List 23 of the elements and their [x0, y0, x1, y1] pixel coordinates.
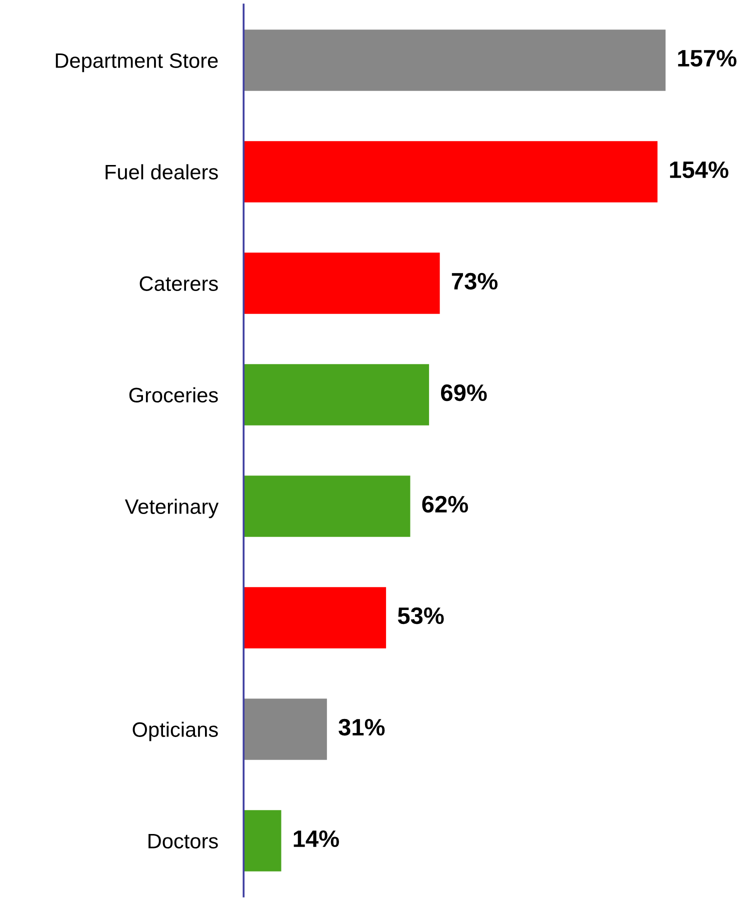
bar: [244, 698, 327, 760]
data-label: 53%: [398, 607, 444, 624]
bar: [244, 587, 386, 648]
y-tick-label: Opticians: [132, 722, 218, 742]
data-label: 69%: [441, 384, 487, 402]
bar: [244, 252, 440, 314]
y-tick-label: Caterers: [140, 276, 218, 292]
y-tick-label: Doctors: [148, 834, 218, 848]
bar: [244, 141, 658, 202]
bar: [244, 364, 430, 426]
y-tick-label: Fuel dealers: [106, 164, 218, 180]
bar: [244, 30, 666, 91]
y-tick-label: Department Store: [56, 53, 218, 72]
data-label: 62%: [422, 496, 468, 513]
bar: [244, 476, 410, 537]
data-label: 154%: [670, 161, 728, 178]
y-tick-label: Veterinary: [124, 498, 219, 518]
bar: [244, 810, 282, 872]
data-label: 157%: [678, 50, 736, 67]
y-tick-label: Groceries: [129, 387, 218, 403]
data-label: 73%: [452, 272, 498, 290]
data-label: 14%: [294, 830, 339, 848]
data-label: 31%: [338, 718, 385, 736]
